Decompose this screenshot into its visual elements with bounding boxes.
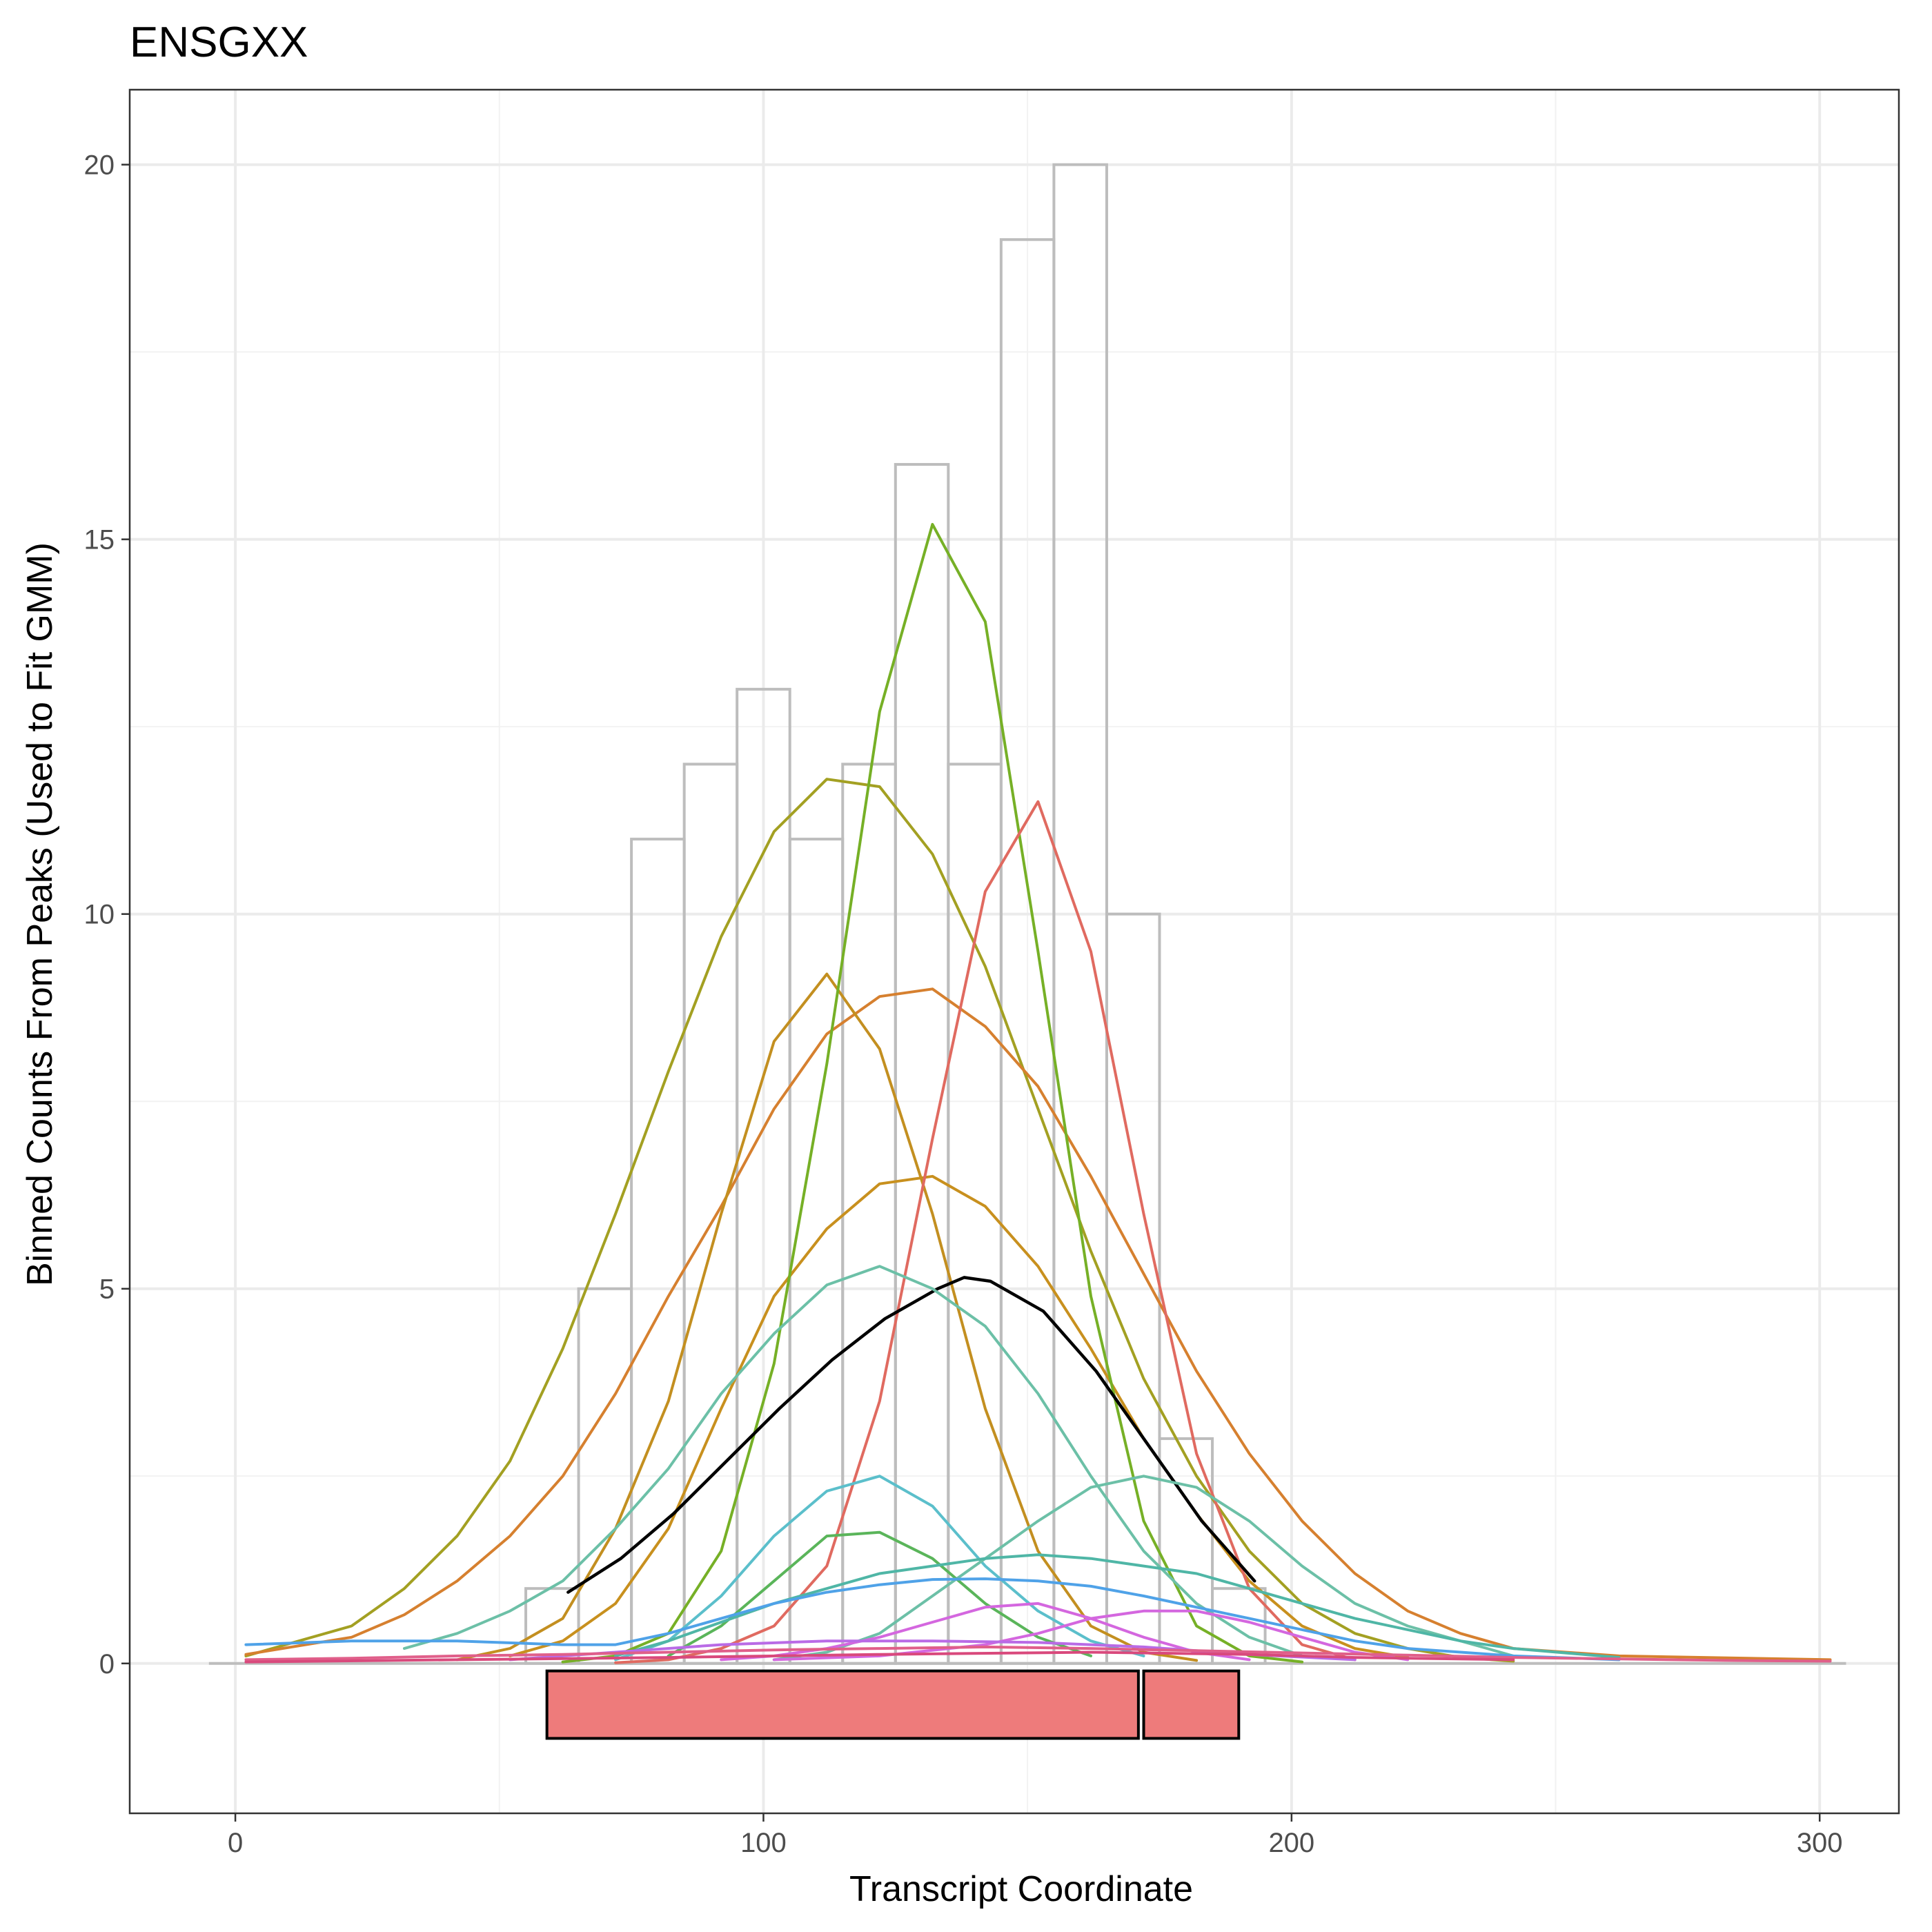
series-line <box>244 1645 1832 1663</box>
series-line <box>772 1475 1515 1662</box>
series-line <box>244 778 1515 1663</box>
density-curves <box>244 522 1832 1664</box>
series-line <box>244 987 1832 1662</box>
series-line <box>566 1276 1256 1594</box>
series-line <box>244 1650 1515 1664</box>
x-tick-label: 100 <box>740 1828 787 1858</box>
y-axis-title: Binned Counts From Peaks (Used to Fit GM… <box>20 542 60 1286</box>
series-line <box>509 1174 1410 1659</box>
y-axis: 0 5 10 15 20 <box>84 150 130 1679</box>
series-line <box>614 1475 1145 1662</box>
x-tick-label: 300 <box>1797 1828 1843 1858</box>
x-axis-title: Transcript Coordinate <box>849 1869 1193 1909</box>
y-tick-label: 5 <box>99 1274 115 1305</box>
feature-block <box>1142 1669 1241 1740</box>
series-line <box>667 1530 1092 1657</box>
panel-border <box>128 88 1900 1815</box>
x-tick-label: 200 <box>1268 1828 1314 1858</box>
series-line <box>720 1601 1251 1662</box>
y-tick-label: 15 <box>84 525 115 555</box>
feature-block <box>545 1669 1140 1740</box>
series-line <box>244 1577 1621 1662</box>
series-line <box>561 522 1304 1664</box>
x-axis: 0 100 200 300 <box>228 1813 1843 1858</box>
y-tick-label: 10 <box>84 900 115 930</box>
series-line <box>403 1265 1304 1657</box>
feature-blocks <box>545 1669 1241 1740</box>
x-tick-label: 0 <box>228 1828 243 1858</box>
series-line <box>614 800 1357 1664</box>
gridlines <box>130 90 1899 1813</box>
y-tick-label: 20 <box>84 150 115 181</box>
chart-title: ENSGXX <box>130 19 308 66</box>
series-line <box>455 972 1199 1662</box>
plot-panel <box>128 88 1900 1815</box>
y-tick-label: 0 <box>99 1649 115 1679</box>
